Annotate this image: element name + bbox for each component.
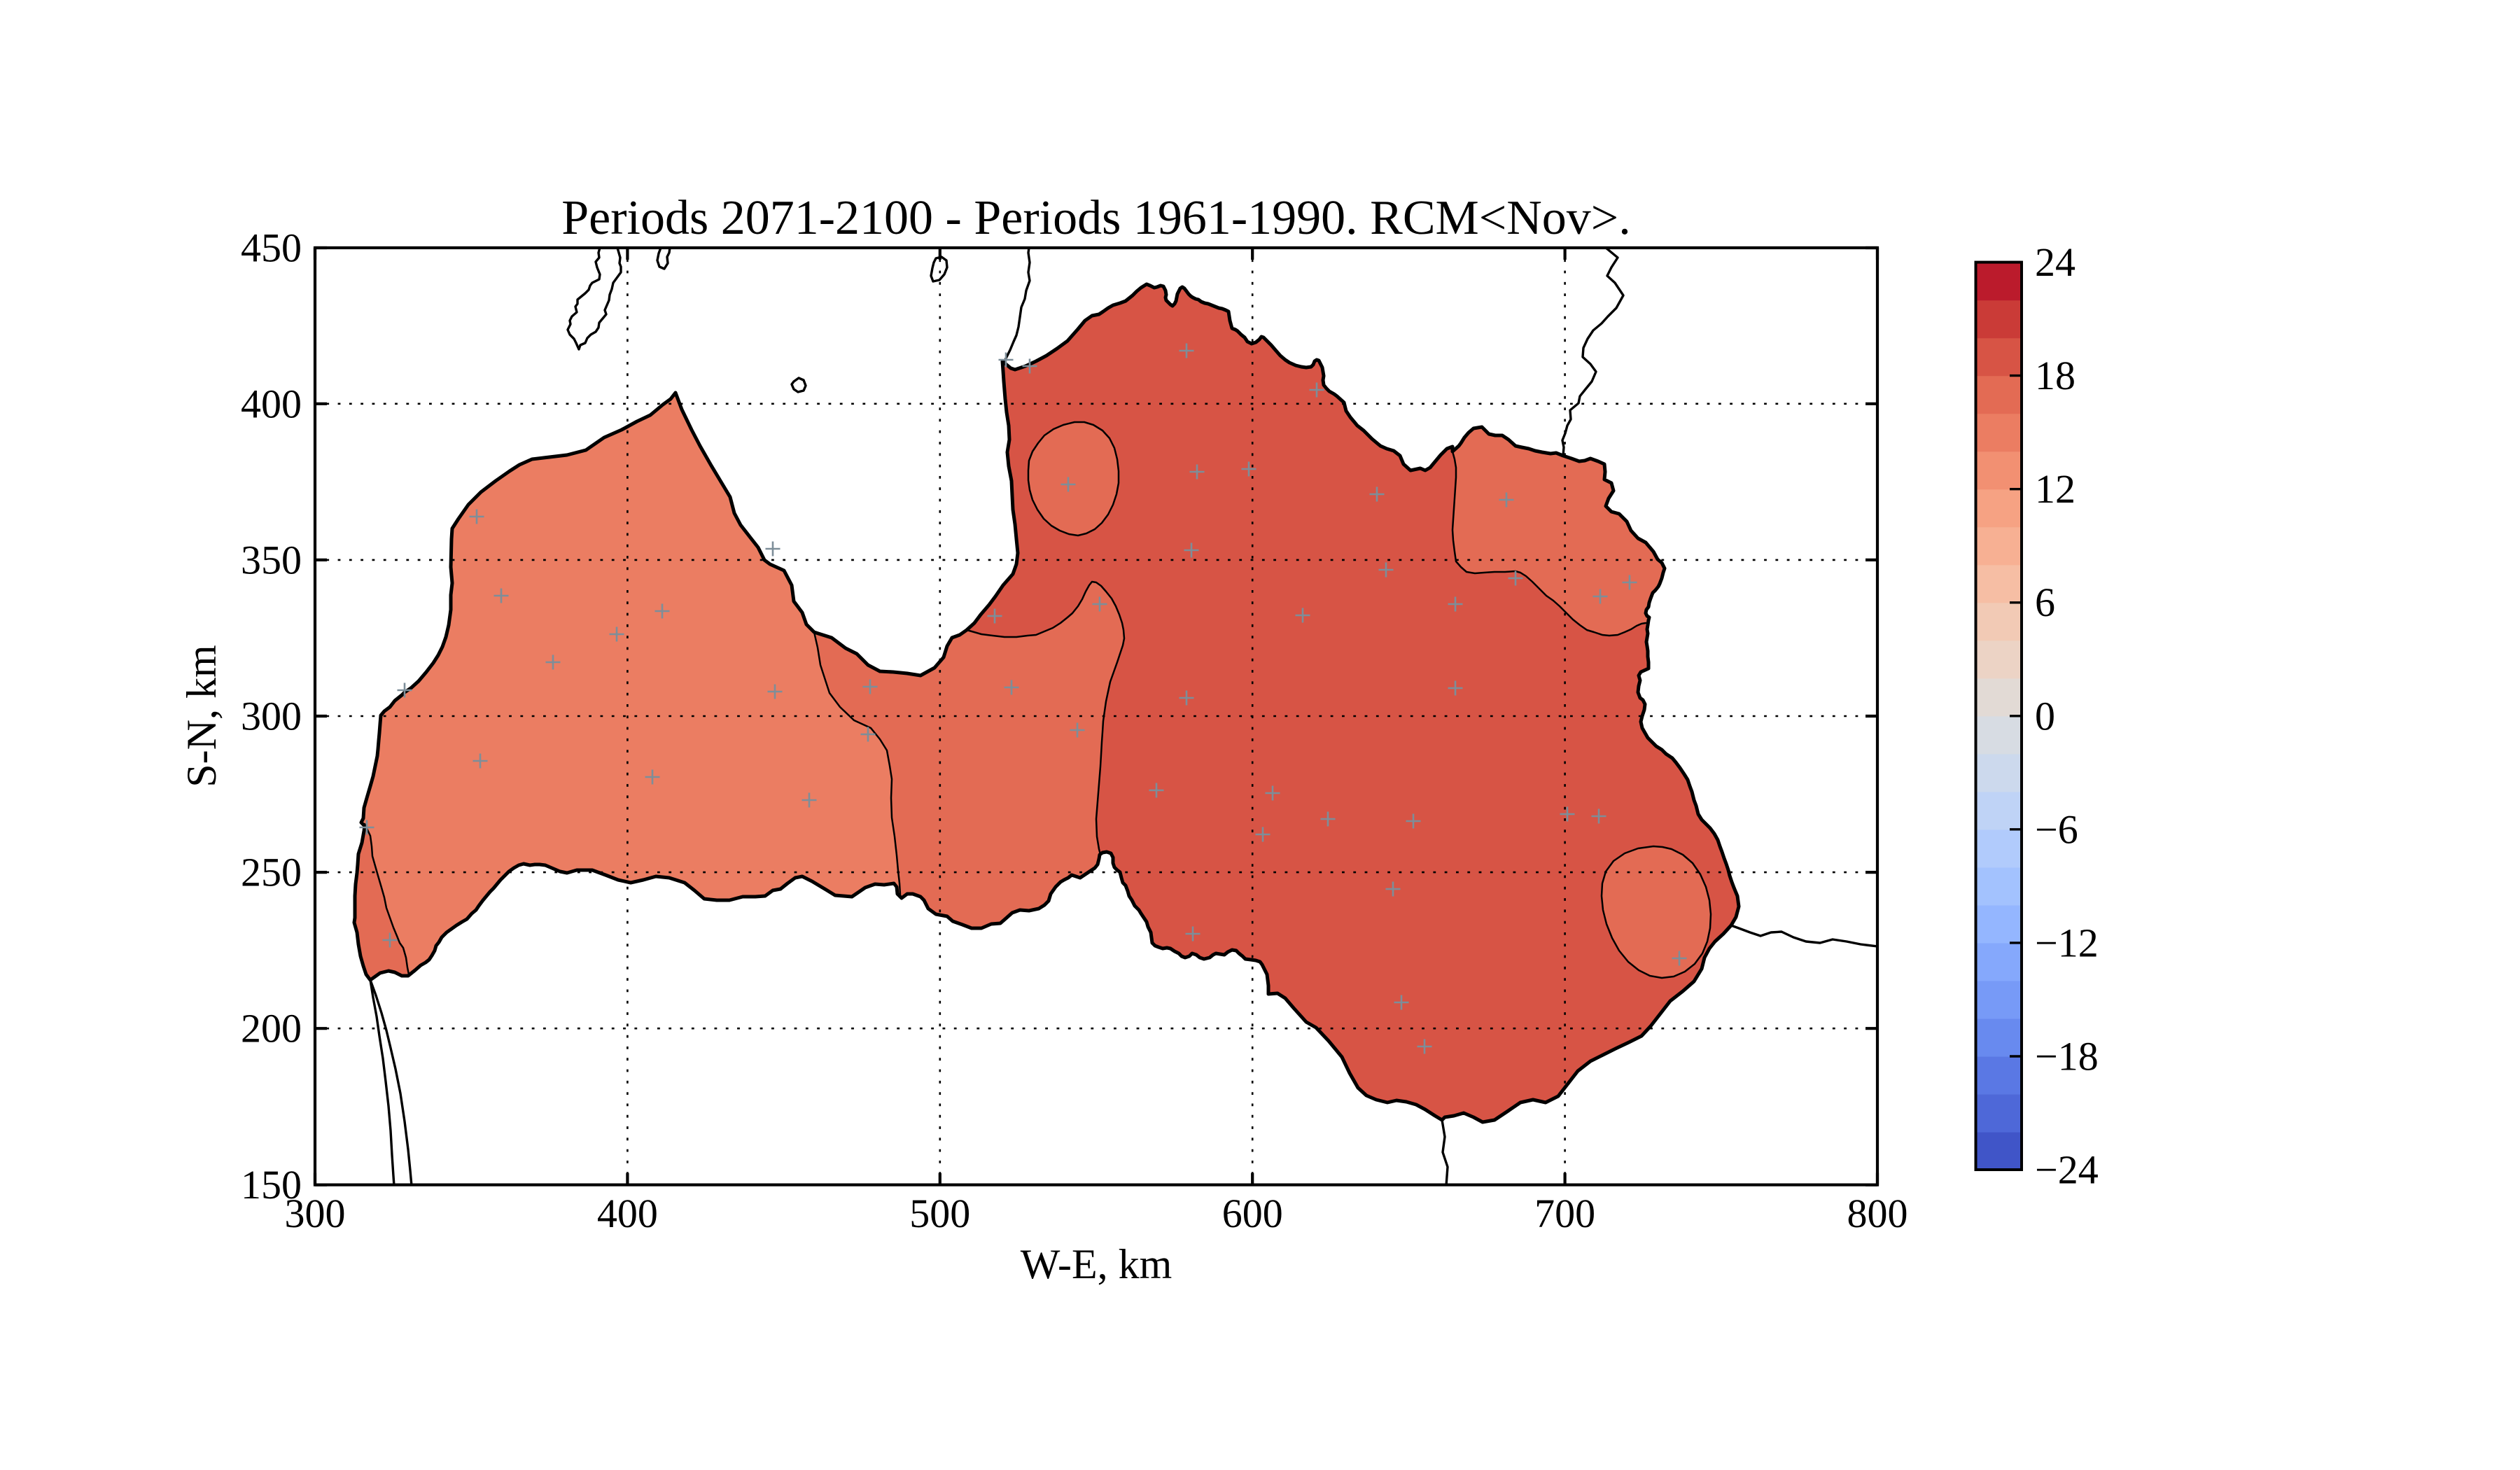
- svg-text:−18: −18: [2035, 1034, 2099, 1079]
- svg-text:400: 400: [597, 1191, 658, 1236]
- svg-text:−6: −6: [2035, 806, 2078, 852]
- svg-text:200: 200: [241, 1006, 302, 1051]
- svg-text:W-E, km: W-E, km: [1021, 1241, 1172, 1287]
- svg-text:300: 300: [285, 1191, 346, 1236]
- svg-text:−24: −24: [2035, 1147, 2099, 1193]
- svg-text:6: 6: [2035, 580, 2055, 625]
- svg-text:−12: −12: [2035, 920, 2099, 965]
- svg-text:0: 0: [2035, 693, 2055, 738]
- svg-text:12: 12: [2035, 466, 2076, 512]
- svg-text:24: 24: [2035, 239, 2076, 285]
- svg-text:Periods 2071-2100 - Periods 19: Periods 2071-2100 - Periods 1961-1990. R…: [561, 191, 1631, 245]
- svg-text:400: 400: [241, 381, 302, 426]
- svg-text:150: 150: [241, 1162, 302, 1208]
- svg-text:450: 450: [241, 225, 302, 271]
- svg-text:300: 300: [241, 694, 302, 739]
- svg-text:700: 700: [1534, 1191, 1595, 1236]
- svg-text:500: 500: [909, 1191, 970, 1236]
- svg-text:S-N, km: S-N, km: [178, 645, 225, 787]
- svg-text:800: 800: [1847, 1191, 1908, 1236]
- svg-text:18: 18: [2035, 353, 2076, 398]
- svg-text:250: 250: [241, 850, 302, 895]
- svg-text:600: 600: [1222, 1191, 1283, 1236]
- svg-text:350: 350: [241, 537, 302, 582]
